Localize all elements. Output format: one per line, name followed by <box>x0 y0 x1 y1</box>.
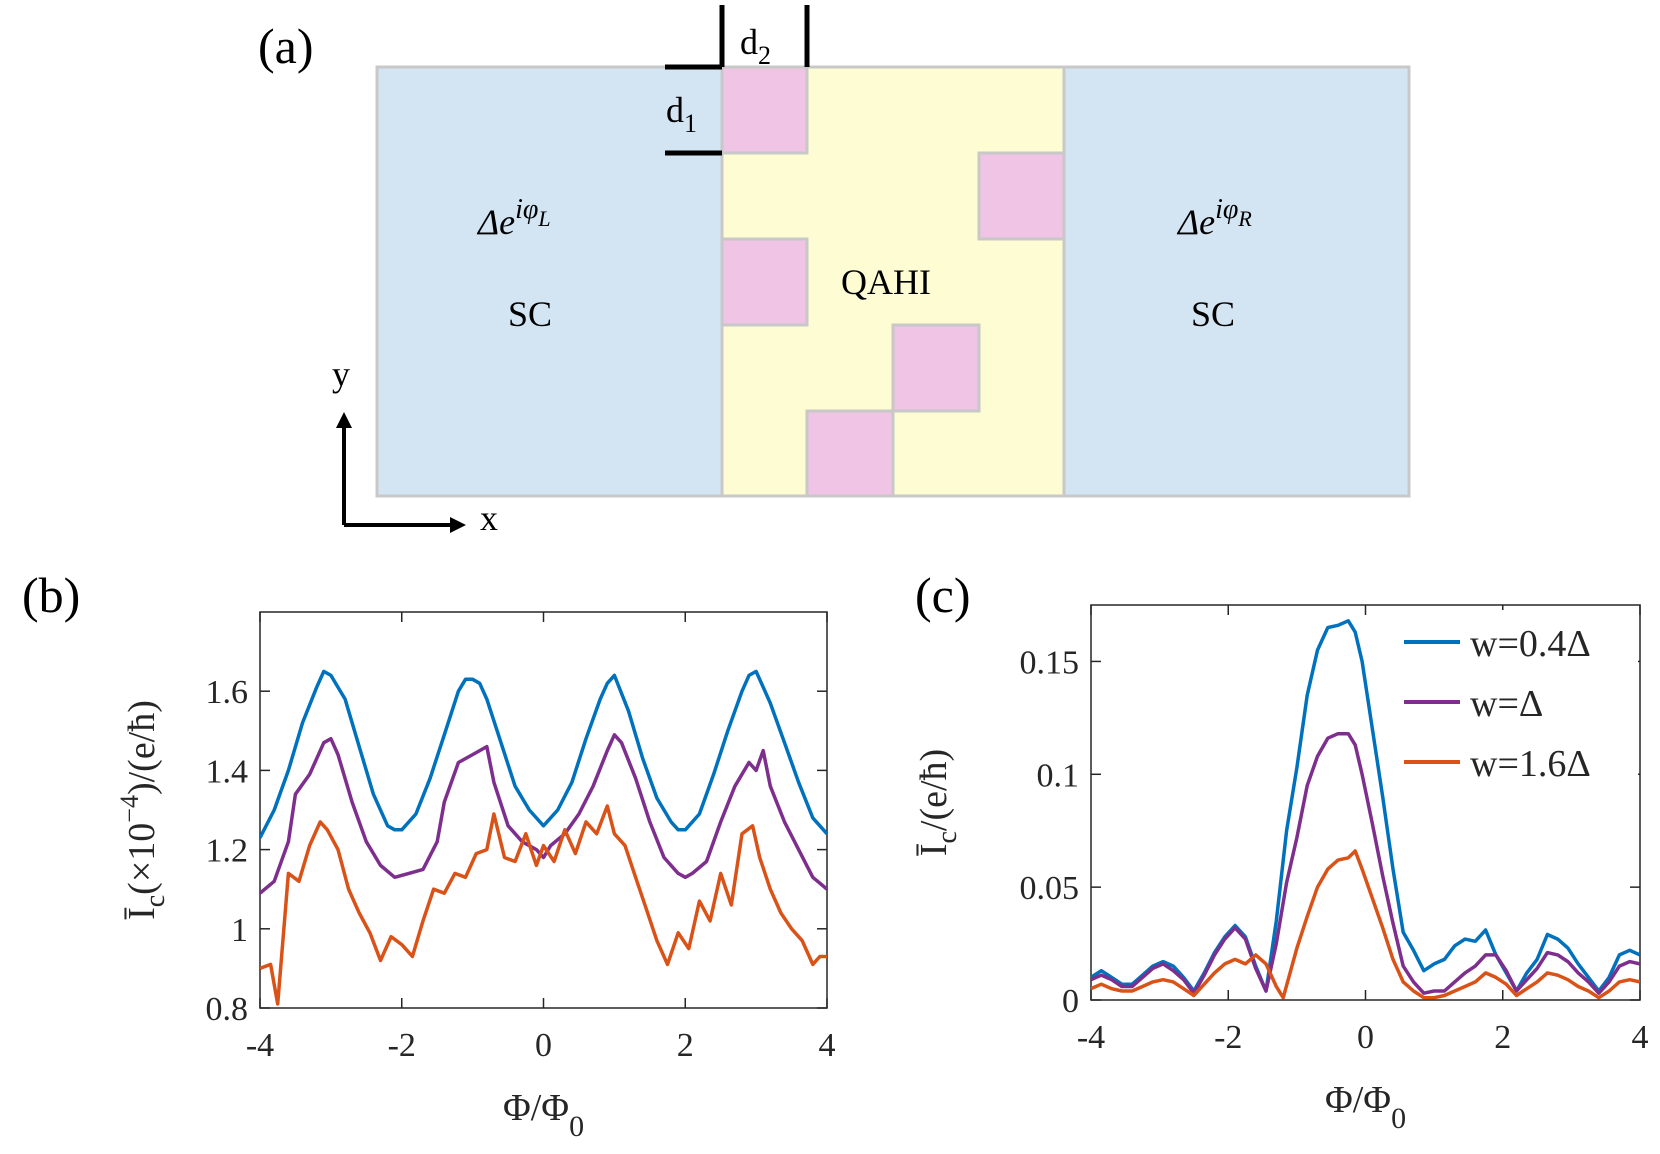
d1-label: d1 <box>666 90 697 138</box>
qahi-label: QAHI <box>841 262 931 302</box>
plot-frame <box>259 611 828 1009</box>
y-tick-label: 1 <box>231 912 248 949</box>
panel-label-a: (a) <box>258 18 314 74</box>
y-arrow-head-icon <box>336 412 352 428</box>
x-arrow-head-icon <box>450 517 466 533</box>
right-superconductor <box>1062 65 1411 498</box>
impurity-block <box>891 323 981 413</box>
x-tick-label: -4 <box>246 1027 274 1064</box>
y-tick-label: 1.2 <box>206 833 249 870</box>
y-tick-label: 0.1 <box>1037 757 1080 794</box>
impurity-block <box>720 65 809 155</box>
x-tick-label: -2 <box>1214 1019 1242 1056</box>
panel-label-c: (c) <box>915 567 971 623</box>
chart-c: -4 -2 0 2 4 0 0.05 0.1 0.15 Φ/Φ0 Īc/(e/ħ) w=0.4Δ w=Δ… <box>913 604 1649 1135</box>
y-axis-title: Īc(×10−4)/(e/ħ) <box>115 700 171 920</box>
d2-label: d2 <box>740 22 771 70</box>
panel-label-b: (b) <box>22 567 80 623</box>
y-tick-label: 0.15 <box>1020 644 1080 681</box>
y-tick-label: 0.8 <box>206 991 249 1028</box>
legend-label: w=0.4Δ <box>1470 623 1591 665</box>
impurity-blocks <box>720 65 1066 498</box>
x-tick-label: -2 <box>388 1027 416 1064</box>
series-line-w=0.4Δ <box>260 669 827 839</box>
y-tick-label: 1.4 <box>206 753 249 790</box>
x-axis-label: x <box>480 498 498 538</box>
x-tick-label: 2 <box>1494 1019 1511 1056</box>
left-sc-label: SC <box>508 294 552 334</box>
series-line-w=1.6Δ <box>1091 849 1640 1000</box>
x-tick-label: 4 <box>1632 1019 1649 1056</box>
y-tick-label: 0 <box>1062 983 1079 1020</box>
chart-b: -4 -2 0 2 4 0.8 1 1.2 1.4 1.6 Φ/Φ0 Īc(×10−4)/(e/ħ) <box>115 611 836 1143</box>
left-order-parameter: ΔeiφL <box>476 194 551 242</box>
impurity-block <box>720 237 809 327</box>
schematic-panel: (a) d1 d2 ΔeiφL ΔeiφR SC SC QAHI <box>258 5 1411 538</box>
legend-label: w=1.6Δ <box>1470 743 1591 785</box>
x-tick-label: 2 <box>677 1027 694 1064</box>
dimension-markers <box>665 5 810 156</box>
y-axis-label: y <box>332 354 350 394</box>
x-tick-label: 4 <box>819 1027 836 1064</box>
series-line-w=1.6Δ <box>260 804 827 1006</box>
right-sc-label: SC <box>1191 294 1235 334</box>
y-tick-label: 0.05 <box>1020 870 1080 907</box>
left-superconductor <box>375 65 724 498</box>
right-order-parameter: ΔeiφR <box>1176 194 1252 242</box>
coordinate-axes <box>336 412 466 533</box>
impurity-block <box>977 151 1066 241</box>
y-tick-label: 1.6 <box>206 674 249 711</box>
y-axis-title: Īc/(e/ħ) <box>913 749 963 856</box>
x-tick-label: 0 <box>535 1027 552 1064</box>
impurity-block <box>805 409 895 498</box>
legend-label: w=Δ <box>1470 683 1543 725</box>
x-axis-title: Φ/Φ0 <box>1325 1079 1406 1135</box>
x-tick-label: 0 <box>1357 1019 1374 1056</box>
x-axis-title: Φ/Φ0 <box>503 1087 584 1143</box>
series-line-w=Δ <box>1091 731 1640 995</box>
x-tick-label: -4 <box>1077 1019 1105 1056</box>
